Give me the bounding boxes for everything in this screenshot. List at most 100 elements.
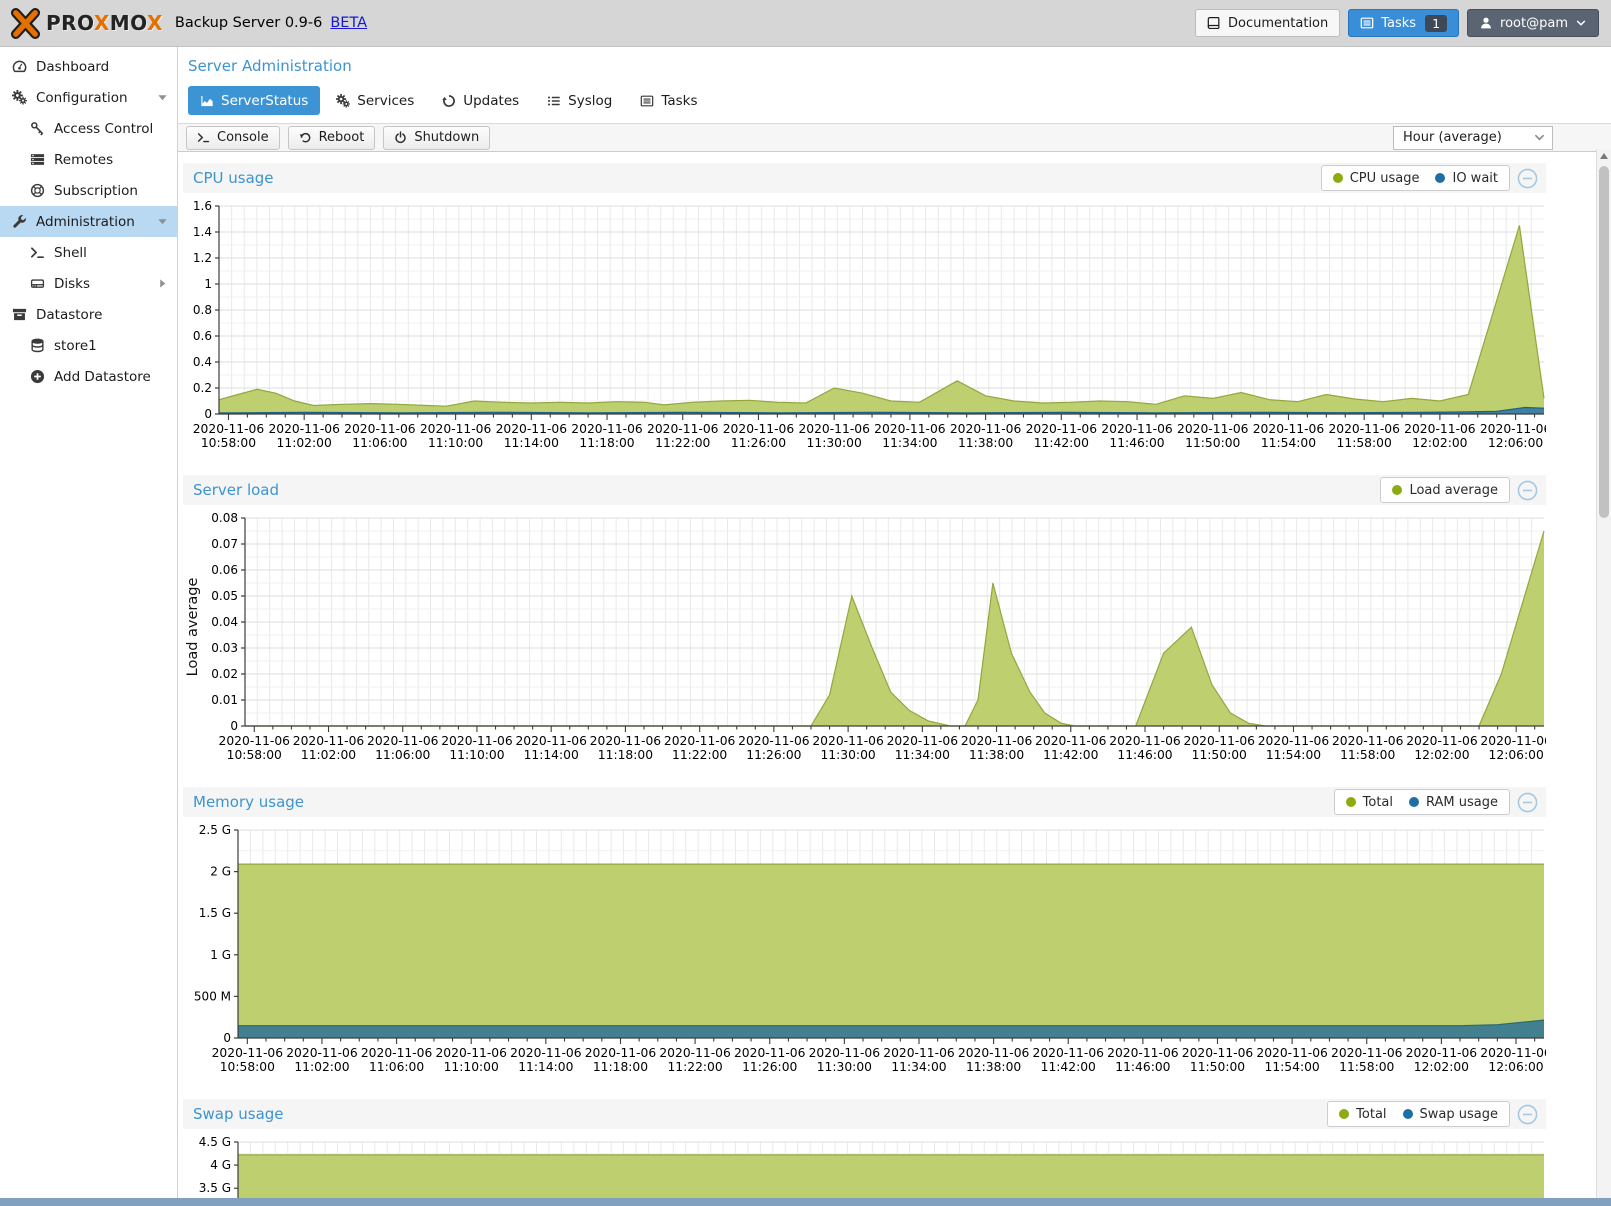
legend-item-total[interactable]: Total — [1345, 794, 1394, 810]
svg-text:2020-11-06: 2020-11-06 — [1406, 1046, 1478, 1060]
svg-text:12:06:00: 12:06:00 — [1489, 748, 1544, 762]
tab-syslog[interactable]: Syslog — [535, 86, 624, 115]
shutdown-button[interactable]: Shutdown — [383, 125, 491, 150]
sidebar-item-dashboard[interactable]: Dashboard — [0, 51, 177, 82]
scroll-up-arrow[interactable] — [1597, 149, 1611, 164]
sidebar-item-add-datastore[interactable]: Add Datastore — [0, 361, 177, 392]
svg-text:10:58:00: 10:58:00 — [201, 436, 256, 450]
sidebar-item-subscription[interactable]: Subscription — [0, 175, 177, 206]
tab-serverstatus[interactable]: ServerStatus — [188, 86, 321, 115]
tab-label: Updates — [463, 92, 520, 109]
sidebar-item-access-control[interactable]: Access Control — [0, 113, 177, 144]
svg-text:2020-11-06: 2020-11-06 — [286, 1046, 358, 1060]
timeframe-select[interactable]: Hour (average) — [1393, 125, 1553, 150]
svg-text:2020-11-06: 2020-11-06 — [1480, 734, 1546, 748]
svg-text:10:58:00: 10:58:00 — [227, 748, 282, 762]
reboot-button[interactable]: Reboot — [287, 125, 376, 150]
collapse-panel-icon[interactable] — [1517, 1104, 1538, 1125]
sidebar-item-configuration[interactable]: Configuration — [0, 82, 177, 113]
sidebar-item-remotes[interactable]: Remotes — [0, 144, 177, 175]
sidebar-item-label: Add Datastore — [54, 368, 151, 385]
legend-item-total[interactable]: Total — [1339, 1107, 1387, 1122]
console-button[interactable]: Console — [186, 125, 280, 150]
svg-text:2020-11-06: 2020-11-06 — [1107, 1046, 1179, 1060]
sidebar-item-label: Access Control — [54, 120, 154, 137]
legend-item-io-wait[interactable]: IO wait — [1435, 171, 1498, 186]
svg-text:11:46:00: 11:46:00 — [1115, 1060, 1170, 1074]
svg-text:11:14:00: 11:14:00 — [518, 1060, 573, 1074]
svg-text:2020-11-06: 2020-11-06 — [883, 1046, 955, 1060]
tab-updates[interactable]: Updates — [430, 86, 531, 115]
sidebar-item-administration[interactable]: Administration — [0, 206, 177, 237]
sidebar-item-label: store1 — [54, 337, 97, 354]
tab-tasks[interactable]: Tasks — [628, 86, 709, 115]
svg-text:11:54:00: 11:54:00 — [1265, 1060, 1320, 1074]
top-header-bar: PROXMOX Backup Server 0.9-6 BETA Documen… — [0, 0, 1611, 47]
svg-text:11:34:00: 11:34:00 — [882, 436, 937, 450]
svg-text:2020-11-06: 2020-11-06 — [664, 734, 736, 748]
svg-text:0.8: 0.8 — [193, 303, 212, 317]
sidebar-item-label: Datastore — [36, 306, 103, 323]
sidebar-item-store1[interactable]: store1 — [0, 330, 177, 361]
svg-text:11:26:00: 11:26:00 — [746, 748, 801, 762]
svg-text:2020-11-06: 2020-11-06 — [1101, 422, 1173, 436]
documentation-button[interactable]: Documentation — [1195, 9, 1341, 37]
timeframe-value: Hour (average) — [1403, 130, 1502, 145]
svg-text:1.6: 1.6 — [193, 200, 212, 213]
svg-text:2020-11-06: 2020-11-06 — [950, 422, 1022, 436]
svg-text:2020-11-06: 2020-11-06 — [723, 422, 795, 436]
svg-text:2020-11-06: 2020-11-06 — [1332, 734, 1404, 748]
svg-text:11:46:00: 11:46:00 — [1109, 436, 1164, 450]
collapse-panel-icon[interactable] — [1517, 480, 1538, 501]
sidebar-item-shell[interactable]: Shell — [0, 237, 177, 268]
charts-area: CPU usage CPU usage IO wait 0 0.2 0.4 0.6 0.8 1 1… — [178, 152, 1611, 1206]
svg-text:11:30:00: 11:30:00 — [820, 748, 875, 762]
vertical-scrollbar[interactable] — [1596, 149, 1611, 1206]
svg-text:2.5 G: 2.5 G — [199, 824, 231, 837]
collapse-panel-icon[interactable] — [1517, 792, 1538, 813]
tasks-button[interactable]: Tasks 1 — [1348, 9, 1460, 37]
svg-text:2020-11-06: 2020-11-06 — [293, 734, 365, 748]
panel-header: Server load Load average — [183, 475, 1546, 505]
scrollbar-thumb[interactable] — [1599, 166, 1609, 518]
svg-text:11:18:00: 11:18:00 — [579, 436, 634, 450]
life-ring-icon — [28, 183, 46, 198]
svg-text:11:22:00: 11:22:00 — [672, 748, 727, 762]
legend-item-cpu-usage[interactable]: CPU usage — [1332, 171, 1419, 186]
svg-text:11:30:00: 11:30:00 — [807, 436, 862, 450]
book-icon — [1207, 16, 1221, 30]
svg-text:2020-11-06: 2020-11-06 — [1328, 422, 1400, 436]
undo-icon — [299, 131, 312, 144]
collapse-panel-icon[interactable] — [1517, 168, 1538, 189]
svg-text:2020-11-06: 2020-11-06 — [734, 1046, 806, 1060]
main-content: Server Administration ServerStatus Servic… — [178, 47, 1611, 1206]
svg-text:11:02:00: 11:02:00 — [277, 436, 332, 450]
legend-item-ram-usage[interactable]: RAM usage — [1409, 795, 1498, 810]
sidebar-item-label: Administration — [36, 213, 135, 230]
user-menu-button[interactable]: root@pam — [1467, 9, 1599, 37]
legend-item-swap-usage[interactable]: Swap usage — [1402, 1107, 1498, 1122]
sidebar-item-datastore[interactable]: Datastore — [0, 299, 177, 330]
brand-text: PROXMOX — [46, 11, 163, 35]
gears-icon — [10, 90, 28, 105]
svg-text:4 G: 4 G — [210, 1158, 231, 1172]
svg-text:11:50:00: 11:50:00 — [1185, 436, 1240, 450]
svg-text:11:42:00: 11:42:00 — [1034, 436, 1089, 450]
tab-label: ServerStatus — [221, 92, 309, 109]
page-title: Server Administration — [188, 57, 352, 75]
tab-services[interactable]: Services — [324, 86, 426, 115]
beta-link[interactable]: BETA — [330, 15, 368, 31]
svg-text:2020-11-06: 2020-11-06 — [958, 1046, 1030, 1060]
svg-text:2020-11-06: 2020-11-06 — [219, 734, 291, 748]
app-subtitle: Backup Server 0.9-6 — [174, 15, 323, 31]
svg-text:11:02:00: 11:02:00 — [301, 748, 356, 762]
sidebar-item-label: Disks — [54, 275, 91, 292]
documentation-label: Documentation — [1228, 15, 1329, 31]
legend-label: Total — [1362, 794, 1394, 810]
legend-item-load-average[interactable]: Load average — [1392, 483, 1498, 498]
svg-text:2020-11-06: 2020-11-06 — [961, 734, 1033, 748]
sidebar-item-disks[interactable]: Disks — [0, 268, 177, 299]
list-icon — [547, 94, 561, 108]
